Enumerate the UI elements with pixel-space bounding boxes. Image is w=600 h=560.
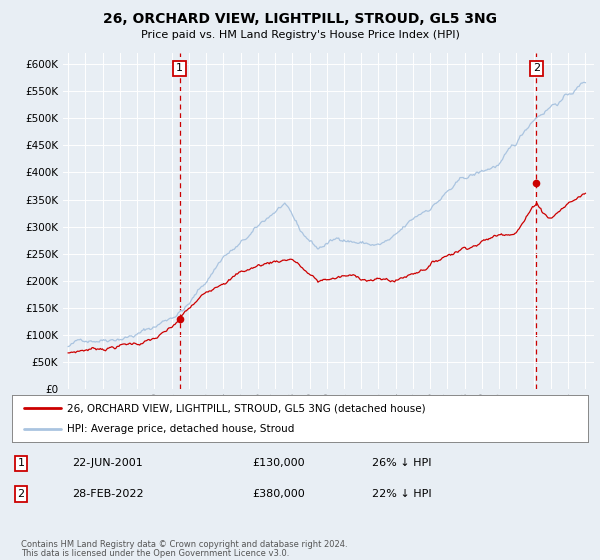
Text: 26% ↓ HPI: 26% ↓ HPI (372, 459, 431, 468)
Text: 26, ORCHARD VIEW, LIGHTPILL, STROUD, GL5 3NG: 26, ORCHARD VIEW, LIGHTPILL, STROUD, GL5… (103, 12, 497, 26)
Text: £380,000: £380,000 (252, 489, 305, 499)
Text: 2: 2 (533, 63, 540, 73)
Text: 26, ORCHARD VIEW, LIGHTPILL, STROUD, GL5 3NG (detached house): 26, ORCHARD VIEW, LIGHTPILL, STROUD, GL5… (67, 403, 425, 413)
Text: 28-FEB-2022: 28-FEB-2022 (72, 489, 143, 499)
Text: 2: 2 (17, 489, 25, 499)
Text: Contains HM Land Registry data © Crown copyright and database right 2024.: Contains HM Land Registry data © Crown c… (21, 540, 347, 549)
Text: Price paid vs. HM Land Registry's House Price Index (HPI): Price paid vs. HM Land Registry's House … (140, 30, 460, 40)
Text: 1: 1 (176, 63, 183, 73)
Text: HPI: Average price, detached house, Stroud: HPI: Average price, detached house, Stro… (67, 424, 294, 434)
Text: £130,000: £130,000 (252, 459, 305, 468)
Text: 22% ↓ HPI: 22% ↓ HPI (372, 489, 431, 499)
Text: 1: 1 (17, 459, 25, 468)
Text: 22-JUN-2001: 22-JUN-2001 (72, 459, 143, 468)
Text: This data is licensed under the Open Government Licence v3.0.: This data is licensed under the Open Gov… (21, 549, 289, 558)
